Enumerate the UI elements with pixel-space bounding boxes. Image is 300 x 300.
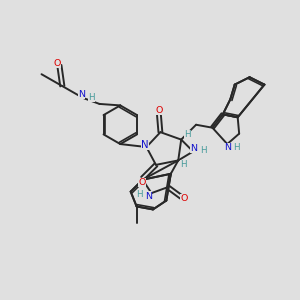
Text: H: H: [184, 130, 190, 139]
Text: H: H: [136, 190, 142, 199]
Text: N: N: [141, 140, 149, 150]
Text: O: O: [53, 59, 61, 68]
Text: O: O: [181, 194, 188, 203]
Text: O: O: [155, 106, 163, 115]
Text: H: H: [200, 146, 207, 154]
Text: O: O: [138, 178, 146, 187]
Text: N: N: [145, 192, 152, 201]
Text: N: N: [78, 90, 85, 99]
Text: H: H: [88, 93, 95, 102]
Text: H: H: [233, 143, 240, 152]
Text: N: N: [190, 144, 197, 153]
Text: N: N: [224, 143, 231, 152]
Text: H: H: [180, 160, 187, 169]
